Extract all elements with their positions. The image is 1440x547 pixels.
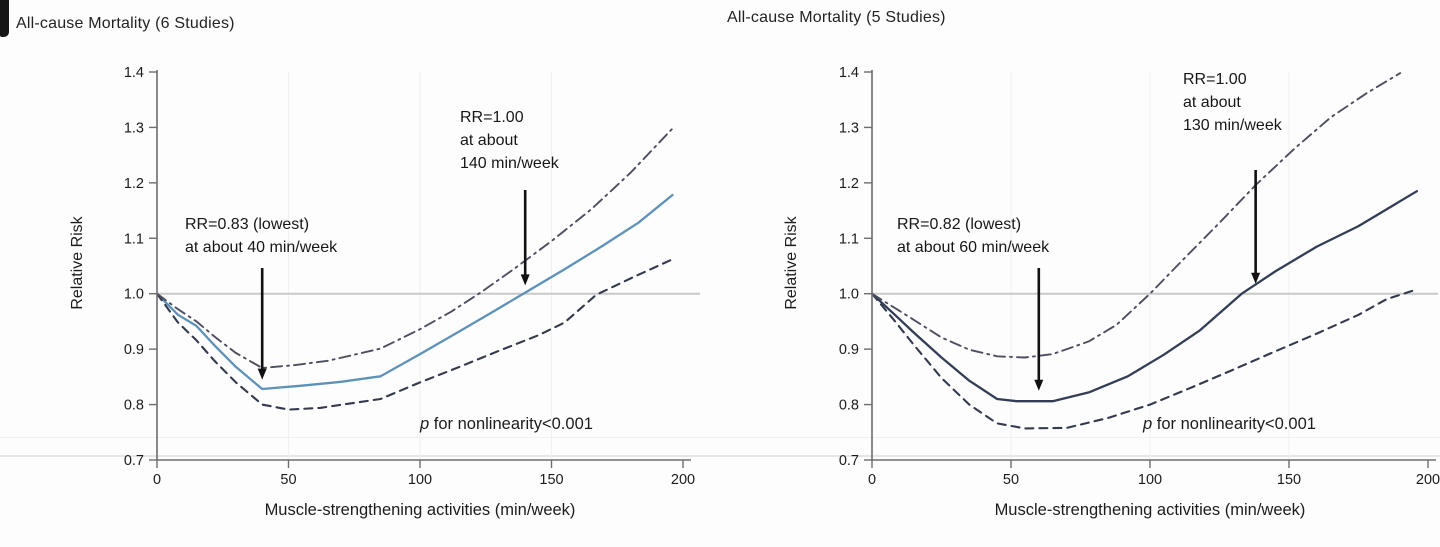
y-tick-label: 1.1 — [839, 231, 859, 247]
y-tick-label: 0.7 — [124, 453, 144, 469]
x-tick-label: 150 — [539, 472, 563, 488]
y-axis-label-left: Relative Risk — [69, 216, 86, 310]
p-nonlinearity-note-right: p for nonlinearity<0.001 — [1143, 415, 1316, 434]
annotation-arrowhead — [1034, 379, 1044, 391]
y-tick-label: 1.2 — [124, 176, 144, 192]
x-tick-label: 150 — [1277, 472, 1301, 488]
annotation-lowest-rr-right: RR=0.82 (lowest) at about 60 min/week — [897, 216, 1050, 256]
right-estimate-line — [870, 190, 1419, 403]
left-estimate-line — [155, 193, 674, 391]
annotation-lowest-rr-left: RR=0.83 (lowest) at about 40 min/week — [185, 216, 338, 256]
p-nonlinearity-note-left: p for nonlinearity<0.001 — [420, 415, 593, 434]
y-tick-label: 0.9 — [124, 342, 144, 358]
y-axis-label-right: Relative Risk — [783, 216, 800, 310]
annotation-rr1-left: RR=1.00 at about 140 min/week — [460, 109, 559, 172]
y-tick-label: 1.2 — [839, 176, 859, 192]
y-tick-label: 0.7 — [839, 453, 859, 469]
right-lower-ci-line — [870, 288, 1418, 430]
chart-title-right: All-cause Mortality (5 Studies) — [727, 9, 946, 26]
y-tick-label: 0.8 — [839, 398, 859, 414]
y-tick-label: 1.1 — [124, 231, 144, 247]
y-tick-label: 1.3 — [124, 120, 144, 136]
y-tick-label: 0.8 — [124, 398, 144, 414]
x-tick-label: 50 — [1003, 472, 1019, 488]
y-tick-label: 1.3 — [839, 120, 859, 136]
x-tick-label: 0 — [153, 472, 161, 488]
annotation-arrowhead — [1251, 272, 1261, 284]
p-symbol: p — [420, 415, 430, 433]
left-upper-ci-line — [156, 127, 674, 369]
y-tick-label: 1.4 — [124, 65, 144, 81]
p-note-text: for nonlinearity<0.001 — [429, 415, 593, 433]
y-tick-label: 0.9 — [839, 342, 859, 358]
x-axis-label-left: Muscle-strengthening activities (min/wee… — [264, 501, 576, 519]
x-tick-label: 100 — [1138, 472, 1162, 488]
annotation-arrowhead — [257, 368, 267, 380]
x-tick-label: 50 — [280, 472, 296, 488]
x-tick-label: 100 — [408, 472, 432, 488]
x-axis-label-right: Muscle-strengthening activities (min/wee… — [994, 501, 1306, 519]
y-tick-label: 1.0 — [124, 287, 144, 303]
p-note-text: for nonlinearity<0.001 — [1152, 415, 1316, 433]
x-tick-label: 0 — [868, 472, 876, 488]
y-tick-label: 1.4 — [839, 65, 859, 81]
left-lower-ci-line — [155, 258, 674, 411]
y-tick-label: 1.0 — [839, 287, 859, 303]
chart-title-left: All-cause Mortality (6 Studies) — [16, 15, 235, 32]
annotation-rr1-right: RR=1.00 at about 130 min/week — [1183, 71, 1282, 134]
x-tick-label: 200 — [1416, 472, 1440, 488]
annotation-arrowhead — [520, 274, 530, 286]
p-symbol: p — [1143, 415, 1153, 433]
corner-artifact-mark — [0, 0, 9, 37]
x-tick-label: 200 — [671, 472, 695, 488]
right-upper-ci-line — [871, 72, 1402, 359]
